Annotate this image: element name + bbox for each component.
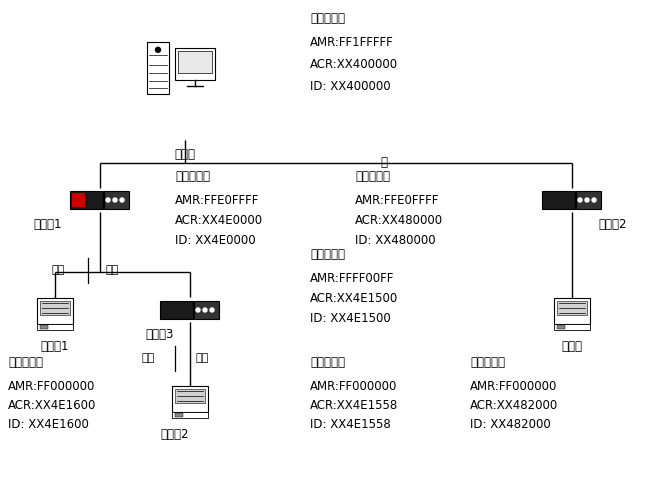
Text: ID: XX400000: ID: XX400000 [310, 80, 390, 93]
Text: AMR:FFE0FFFF: AMR:FFE0FFFF [355, 194, 439, 207]
Text: 挂失机: 挂失机 [562, 340, 583, 353]
Text: 单滤波接口: 单滤波接口 [310, 12, 345, 25]
Bar [194, 301, 219, 319]
Text: ID: XX4E1500: ID: XX4E1500 [310, 312, 390, 325]
Bar [175, 48, 215, 80]
Circle shape [585, 198, 589, 202]
Bar [37, 324, 73, 330]
Text: 二级: 二级 [141, 353, 155, 363]
Text: ACR:XX4E1500: ACR:XX4E1500 [310, 292, 398, 305]
Text: 单滤波接口: 单滤波接口 [310, 356, 345, 369]
Circle shape [210, 308, 214, 312]
Text: 网控器3: 网控器3 [146, 328, 174, 341]
Text: 线: 线 [380, 156, 387, 169]
Bar [72, 193, 85, 207]
Text: 单滤波接口: 单滤波接口 [310, 248, 345, 261]
Text: 服务器: 服务器 [175, 148, 196, 161]
Circle shape [106, 198, 110, 202]
Text: ACR:XX4E1600: ACR:XX4E1600 [8, 399, 96, 412]
Bar [40, 325, 48, 329]
Bar [175, 389, 205, 403]
Bar [557, 325, 565, 329]
Text: ID: XX4E1600: ID: XX4E1600 [8, 418, 89, 431]
Bar [554, 324, 590, 330]
Text: ID: XX4E0000: ID: XX4E0000 [175, 234, 255, 247]
Bar [554, 298, 590, 324]
Bar [172, 386, 208, 412]
Bar [178, 51, 212, 73]
Text: AMR:FF1FFFFF: AMR:FF1FFFFF [310, 36, 394, 49]
Text: ACR:XX480000: ACR:XX480000 [355, 214, 443, 227]
Text: 窗口机2: 窗口机2 [161, 428, 190, 441]
Text: ID: XX482000: ID: XX482000 [470, 418, 551, 431]
Text: ACR:XX400000: ACR:XX400000 [310, 58, 398, 71]
Bar [70, 191, 103, 209]
Text: 单滤波接口: 单滤波接口 [175, 170, 210, 183]
Text: AMR:FF000000: AMR:FF000000 [8, 380, 95, 393]
Text: 单滤波接口: 单滤波接口 [8, 356, 43, 369]
Text: 一级: 一级 [51, 265, 65, 275]
Text: AMR:FF000000: AMR:FF000000 [470, 380, 557, 393]
Text: 支线: 支线 [106, 265, 119, 275]
Text: ACR:XX482000: ACR:XX482000 [470, 399, 558, 412]
Text: 窗口机1: 窗口机1 [41, 340, 69, 353]
Circle shape [578, 198, 582, 202]
Text: AMR:FFE0FFFF: AMR:FFE0FFFF [175, 194, 259, 207]
Circle shape [120, 198, 124, 202]
Circle shape [592, 198, 596, 202]
Circle shape [203, 308, 207, 312]
Bar [576, 191, 601, 209]
Bar [37, 298, 73, 324]
Circle shape [196, 308, 200, 312]
Bar [175, 413, 183, 417]
Bar [542, 191, 575, 209]
Bar [557, 301, 587, 315]
Circle shape [155, 47, 161, 52]
Text: 网控器1: 网控器1 [34, 218, 62, 231]
Text: 支线: 支线 [196, 353, 208, 363]
Bar [147, 42, 169, 94]
Text: 单滤波接口: 单滤波接口 [470, 356, 505, 369]
Bar [104, 191, 129, 209]
Bar [40, 301, 70, 315]
Bar [172, 412, 208, 418]
Bar [160, 301, 193, 319]
Text: 网控器2: 网控器2 [598, 218, 626, 231]
Text: ACR:XX4E0000: ACR:XX4E0000 [175, 214, 263, 227]
Text: ID: XX480000: ID: XX480000 [355, 234, 435, 247]
Text: 单滤波接口: 单滤波接口 [355, 170, 390, 183]
Text: ID: XX4E1558: ID: XX4E1558 [310, 418, 390, 431]
Circle shape [113, 198, 117, 202]
Text: ACR:XX4E1558: ACR:XX4E1558 [310, 399, 398, 412]
Text: AMR:FFFF00FF: AMR:FFFF00FF [310, 272, 394, 285]
Text: AMR:FF000000: AMR:FF000000 [310, 380, 397, 393]
